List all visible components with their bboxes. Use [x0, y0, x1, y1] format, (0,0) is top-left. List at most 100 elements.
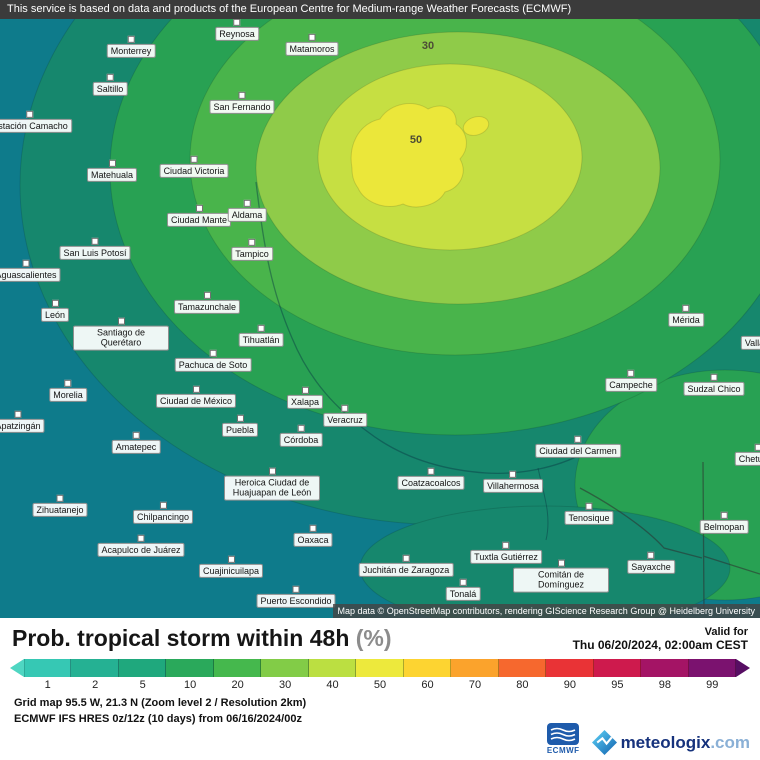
city-marker-icon [427, 467, 435, 475]
city-label: Matamoros [285, 33, 339, 57]
city-label: Tihuatlán [238, 324, 284, 348]
scale-tick-label: 40 [326, 679, 339, 691]
scale-cell: 50 [356, 659, 404, 691]
scale-swatch [213, 659, 262, 677]
city-marker-icon [14, 410, 22, 418]
city-name: Tampico [231, 246, 273, 262]
city-label: Córdoba [279, 424, 323, 448]
city-name: Ciudad Victoria [159, 163, 229, 179]
city-label: Sudzal Chico [683, 373, 745, 397]
city-name: Estación Camacho [0, 118, 72, 134]
city-name: Oaxaca [293, 532, 333, 548]
ecmwf-logo[interactable]: ECMWF [547, 723, 580, 755]
city-marker-icon [190, 155, 198, 163]
city-marker-icon [233, 18, 241, 26]
city-marker-icon [710, 373, 718, 381]
country-border [579, 461, 760, 613]
city-marker-icon [51, 299, 59, 307]
title-row: Prob. tropical storm within 48h (%) Vali… [0, 618, 760, 652]
scale-left-arrow-icon [10, 659, 24, 677]
city-name: Aldama [227, 207, 267, 223]
city-label: Aldama [227, 199, 267, 223]
city-marker-icon [26, 110, 34, 118]
city-label: Matehuala [86, 159, 138, 183]
city-marker-icon [459, 578, 467, 586]
logo-row: ECMWF meteologix.com [547, 723, 750, 755]
city-name: Sudzal Chico [683, 381, 745, 397]
city-label: Sayaxche [627, 551, 675, 575]
scale-cell: 5 [118, 659, 167, 691]
city-label: Heroica Ciudad de Huajuapan de León [224, 467, 320, 501]
city-marker-icon [720, 511, 728, 519]
city-name: Heroica Ciudad de Huajuapan de León [224, 475, 320, 501]
scale-tick-label: 80 [516, 679, 529, 691]
city-name: San Fernando [209, 99, 275, 115]
city-label: Chilpancingo [132, 501, 194, 525]
city-label: Xalapa [286, 386, 324, 410]
scale-tick-label: 5 [139, 679, 146, 691]
scale-cell: 60 [403, 659, 452, 691]
city-marker-icon [509, 470, 517, 478]
city-marker-icon [308, 33, 316, 41]
ecmwf-logo-label: ECMWF [546, 746, 580, 755]
model-info: ECMWF IFS HRES 0z/12z (10 days) from 06/… [14, 713, 302, 725]
city-name: Valladolid [740, 335, 760, 351]
scale-swatch [403, 659, 452, 677]
meteologix-logo[interactable]: meteologix.com [591, 730, 750, 755]
scale-cell: 90 [546, 659, 594, 691]
city-label: San Luis Potosí [59, 237, 131, 261]
city-label: Juchitán de Zaragoza [358, 554, 454, 578]
city-name: Acapulco de Juárez [97, 542, 185, 558]
city-name: Cuajinicuilapa [198, 563, 264, 579]
city-marker-icon [627, 369, 635, 377]
city-name: Córdoba [279, 432, 323, 448]
city-name: Tenosique [564, 510, 614, 526]
city-label: León [40, 299, 70, 323]
city-label: Ciudad del Carmen [535, 435, 621, 459]
city-name: Tonalá [445, 586, 481, 602]
river [537, 467, 549, 541]
scale-tick-label: 1 [44, 679, 51, 691]
city-marker-icon [192, 385, 200, 393]
scale-swatch [24, 659, 72, 677]
city-name: Juchitán de Zaragoza [358, 562, 454, 578]
band-50-spot [462, 116, 490, 136]
city-name: Mérida [668, 312, 704, 328]
city-marker-icon [585, 502, 593, 510]
city-marker-icon [243, 199, 251, 207]
scale-cell: 95 [593, 659, 642, 691]
city-label: Tuxtla Gutiérrez [470, 541, 542, 565]
map-attribution: Map data © OpenStreetMap contributors, r… [332, 604, 760, 618]
city-marker-icon [64, 379, 72, 387]
valid-label: Valid for [704, 626, 748, 638]
city-label: Pachuca de Soto [174, 349, 252, 373]
city-name: León [40, 307, 70, 323]
scale-swatch [451, 659, 499, 677]
city-marker-icon [268, 467, 276, 475]
city-name: Monterrey [106, 43, 156, 59]
city-name: Saltillo [92, 81, 128, 97]
city-marker-icon [106, 73, 114, 81]
city-marker-icon [257, 324, 265, 332]
valid-value: Thu 06/20/2024, 02:00am CEST [572, 638, 748, 652]
probability-map[interactable]: 30 50 Monterrey Reynosa Matamoros Saltillo Sa… [0, 0, 760, 618]
scale-cell: 40 [308, 659, 357, 691]
scale-swatch [166, 659, 214, 677]
scale-tick-label: 2 [92, 679, 99, 691]
scale-cell: 80 [498, 659, 547, 691]
scale-cell: 70 [451, 659, 499, 691]
city-marker-icon [203, 291, 211, 299]
city-name: Villahermosa [483, 478, 543, 494]
scale-right-arrow-icon [736, 659, 750, 677]
city-label: Puerto Escondido [256, 585, 336, 609]
city-label: Morelia [49, 379, 87, 403]
scale-tick-label: 70 [468, 679, 482, 691]
city-label: Veracruz [323, 404, 367, 428]
city-marker-icon [248, 238, 256, 246]
scale-cell: 98 [641, 659, 689, 691]
city-name: Tamazunchale [173, 299, 241, 315]
city-name: Coatzacoalcos [397, 475, 465, 491]
scale-swatch [356, 659, 404, 677]
city-marker-icon [754, 443, 760, 451]
